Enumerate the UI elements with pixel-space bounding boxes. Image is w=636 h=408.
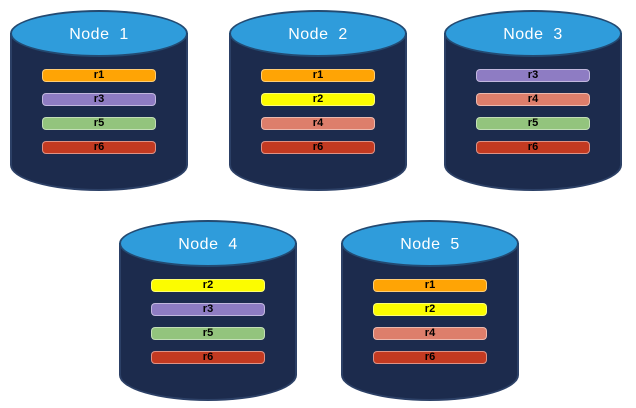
replica-label: r1 <box>424 279 436 291</box>
replica-label: r4 <box>424 327 436 339</box>
replica-list: r1 r3 r5 r6 <box>10 10 188 191</box>
replica-label: r4 <box>527 93 539 105</box>
replica-label: r3 <box>93 93 105 105</box>
replica-label: r5 <box>202 327 214 339</box>
replica-bar-r5: r5 <box>476 117 590 130</box>
node-cylinder-1: Node 1 r1 r3 r5 r6 <box>10 10 188 191</box>
replica-list: r2 r3 r5 r6 <box>119 220 297 401</box>
cylinder-top-ellipse: Node 3 <box>444 10 622 57</box>
replica-label: r6 <box>527 141 539 153</box>
replica-bar-r2: r2 <box>261 93 375 106</box>
replica-bar-r6: r6 <box>151 351 265 364</box>
replica-bar-r1: r1 <box>261 69 375 82</box>
cylinder-body <box>229 33 407 191</box>
cylinder-top-ellipse: Node 2 <box>229 10 407 57</box>
cylinder-top-ellipse: Node 4 <box>119 220 297 267</box>
replica-label: r6 <box>312 141 324 153</box>
cylinder-top-ellipse: Node 1 <box>10 10 188 57</box>
replica-bar-r6: r6 <box>373 351 487 364</box>
node-cylinder-5: Node 5 r1 r2 r4 r6 <box>341 220 519 401</box>
replica-bar-r4: r4 <box>476 93 590 106</box>
cylinder-top-ellipse: Node 5 <box>341 220 519 267</box>
node-cylinder-3: Node 3 r3 r4 r5 r6 <box>444 10 622 191</box>
replica-label: r2 <box>424 303 436 315</box>
replica-label: r5 <box>527 117 539 129</box>
replica-bar-r3: r3 <box>42 93 156 106</box>
replica-label: r3 <box>527 69 539 81</box>
cylinder-body <box>119 243 297 401</box>
node-cylinder-2: Node 2 r1 r2 r4 r6 <box>229 10 407 191</box>
node-label: Node 4 <box>178 235 238 253</box>
replica-list: r1 r2 r4 r6 <box>341 220 519 401</box>
cylinder-body <box>444 33 622 191</box>
replica-list: r3 r4 r5 r6 <box>444 10 622 191</box>
node-label: Node 5 <box>400 235 460 253</box>
replica-bar-r3: r3 <box>476 69 590 82</box>
replica-bar-r5: r5 <box>151 327 265 340</box>
replica-label: r6 <box>93 141 105 153</box>
cylinder-body <box>10 33 188 191</box>
replica-bar-r6: r6 <box>476 141 590 154</box>
replica-label: r2 <box>202 279 214 291</box>
replica-label: r6 <box>424 351 436 363</box>
node-label: Node 2 <box>288 25 348 43</box>
replica-list: r1 r2 r4 r6 <box>229 10 407 191</box>
replica-label: r3 <box>202 303 214 315</box>
cylinder-body <box>341 243 519 401</box>
replica-bar-r5: r5 <box>42 117 156 130</box>
replica-bar-r6: r6 <box>42 141 156 154</box>
node-label: Node 3 <box>503 25 563 43</box>
replica-bar-r2: r2 <box>151 279 265 292</box>
node-cylinder-4: Node 4 r2 r3 r5 r6 <box>119 220 297 401</box>
replica-label: r1 <box>93 69 105 81</box>
replica-label: r5 <box>93 117 105 129</box>
replica-label: r6 <box>202 351 214 363</box>
replica-bar-r1: r1 <box>42 69 156 82</box>
node-label: Node 1 <box>69 25 129 43</box>
replica-label: r1 <box>312 69 324 81</box>
replica-label: r4 <box>312 117 324 129</box>
replica-bar-r4: r4 <box>261 117 375 130</box>
replica-bar-r4: r4 <box>373 327 487 340</box>
replica-bar-r3: r3 <box>151 303 265 316</box>
replica-bar-r6: r6 <box>261 141 375 154</box>
replica-bar-r2: r2 <box>373 303 487 316</box>
replica-bar-r1: r1 <box>373 279 487 292</box>
replica-label: r2 <box>312 93 324 105</box>
